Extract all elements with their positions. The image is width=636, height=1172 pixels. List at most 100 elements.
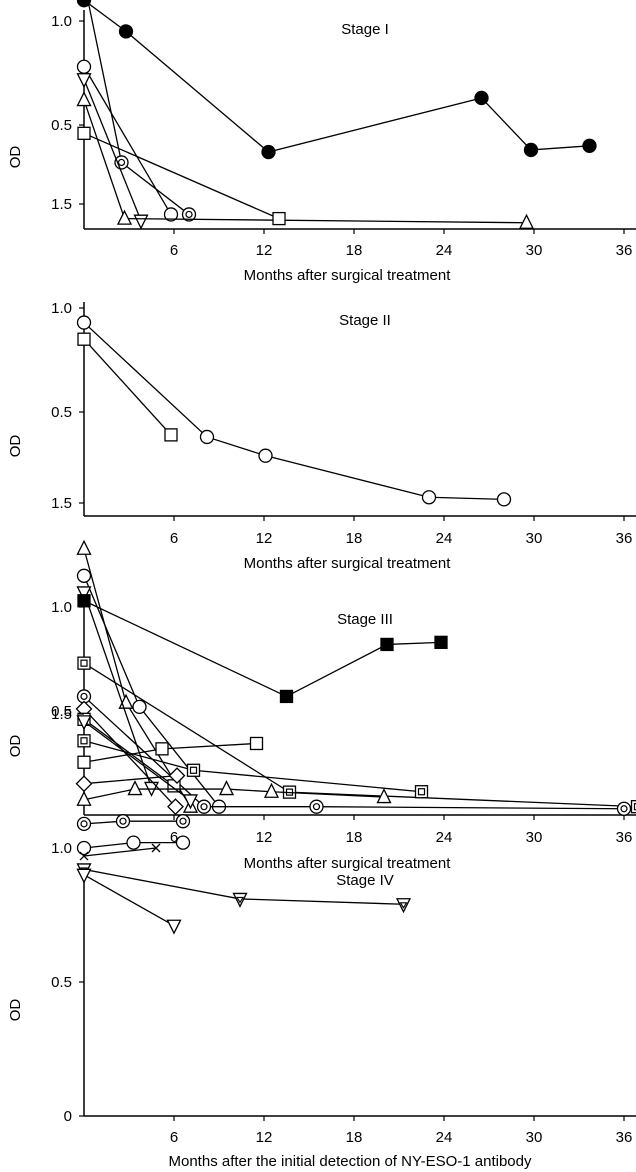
stage-iii-panel: Stage III Months after surgical treatmen… (7, 495, 636, 872)
stage-i-series-3 (76, 59, 179, 222)
stage-iv-data-point (76, 868, 92, 884)
stage-iv-data-point (76, 840, 92, 856)
stage-iv-series-2 (77, 736, 264, 769)
stage-ii-data-point (421, 490, 437, 505)
stage-ii-y-tick-label: 1.0 (51, 300, 72, 317)
stage-iv-x-tick-label: 30 (526, 1129, 543, 1146)
stage-i-series-2 (87, 0, 197, 222)
stage-i-data-point (272, 211, 286, 226)
stage-iii-data-point (76, 568, 92, 583)
stage-iv-y-axis-label: OD (7, 999, 24, 1022)
stage-iv-data-point-inner (417, 788, 426, 796)
stage-i-x-tick-label: 6 (170, 242, 178, 259)
stage-iv-data-point (249, 736, 264, 751)
stage-iv-data-point (175, 814, 191, 829)
stage-i-data-point-inner (185, 210, 193, 219)
stage-iv-panel: Stage IV Months after the initial detect… (7, 706, 636, 1170)
stage-iv-series-3 (75, 767, 186, 793)
stage-iv-data-point (232, 892, 248, 908)
stage-i-data-point (181, 207, 197, 222)
stage-iv-series-8 (76, 863, 412, 914)
stage-iii-data-point-inner (620, 805, 628, 813)
stage-iv-series-7 (79, 843, 161, 861)
stage-iii-data-point (77, 594, 91, 608)
stage-iii-x-tick-label: 30 (526, 829, 543, 846)
stage-iv-data-point (151, 843, 161, 853)
stage-ii-x-axis-label: Months after surgical treatment (244, 555, 452, 572)
stage-i-x-tick-label: 30 (526, 242, 543, 259)
stage-i-data-point (77, 126, 91, 140)
stage-iii-y-tick-label: 1.0 (51, 599, 72, 616)
stage-iv-data-point (395, 898, 412, 914)
stage-i-title: Stage I (341, 21, 389, 38)
stage-iv-data-point (263, 782, 280, 798)
stage-iii-data-point (77, 656, 91, 670)
stage-iv-data-point (168, 767, 186, 785)
stage-iv-data-point (77, 755, 91, 769)
stage-i-data-point (118, 24, 134, 39)
stage-iv-data-point (76, 816, 92, 832)
stage-iii-series-line (83, 600, 442, 698)
stage-ii-y-tick-label: 1.5 (51, 196, 72, 213)
stage-iv-data-point-inner (119, 817, 127, 825)
stage-i-panel: Stage I Months after surgical treatment … (7, 0, 636, 284)
stage-iv-data-point (79, 851, 89, 861)
stage-iv-data-point-inner (236, 896, 244, 904)
stage-ii-x-tick-label: 24 (436, 530, 453, 547)
stage-iv-y-tick-label: 0.5 (51, 974, 72, 991)
stage-iv-data-point (414, 785, 429, 799)
stage-iii-series-line (83, 548, 192, 808)
stage-i-x-tick-label: 24 (436, 242, 453, 259)
stage-iv-y-tick-label: 1.5 (51, 706, 72, 723)
stage-iv-title: Stage IV (336, 872, 394, 889)
stage-iii-x-axis-label: Months after surgical treatment (244, 855, 452, 872)
stage-ii-x-tick-label: 36 (616, 530, 633, 547)
stage-i-series-line (83, 99, 527, 224)
stage-iii-series-line (83, 662, 636, 808)
stage-i-data-point (76, 91, 92, 107)
stage-i-series-line (87, 0, 190, 215)
stage-iii-data-point (167, 798, 184, 816)
stage-i-series-line (83, 0, 590, 153)
stage-iii-data-point (616, 801, 632, 816)
stage-iii-data-point (132, 699, 147, 714)
stage-iv-x-tick-label: 36 (616, 1129, 633, 1146)
stage-iii-data-point-inner (633, 803, 636, 811)
stage-ii-data-point (496, 492, 512, 507)
stage-iv-data-point-inner (179, 817, 187, 825)
stage-iii-data-point-inner (312, 803, 321, 811)
stage-iv-data-point (126, 835, 141, 850)
stage-iv-x-tick-label: 12 (256, 1129, 273, 1146)
stage-i-series-1 (76, 0, 597, 160)
stage-iv-series-4 (76, 780, 392, 806)
stage-iii-series-9 (76, 715, 199, 810)
stage-ii-data-point (164, 428, 178, 442)
stage-iv-series-6 (76, 835, 191, 856)
stage-iv-y-tick-label: 0 (64, 1108, 72, 1125)
stage-ii-x-tick-label: 18 (346, 530, 363, 547)
stage-iv-x-tick-label: 18 (346, 1129, 363, 1146)
stage-iv-data-point-inner (399, 902, 408, 909)
stage-iv-data-point (186, 763, 201, 777)
stage-iv-data-point (218, 780, 235, 796)
stage-i-data-point-inner (117, 158, 126, 167)
stage-iv-data-point (166, 919, 182, 935)
stage-iv-y-tick-label: 1.0 (51, 840, 72, 857)
stage-iv-series-line (83, 774, 178, 785)
stage-iii-x-tick-label: 6 (170, 829, 178, 846)
stage-iv-data-point (376, 788, 392, 804)
stage-ii-series-1 (76, 315, 512, 507)
stage-i-data-point (163, 207, 179, 222)
stage-iv-data-point-inner (189, 766, 198, 774)
stage-iii-data-point (630, 800, 636, 814)
stage-iii-data-point-inner (80, 659, 88, 667)
stage-iii-data-point (279, 689, 294, 704)
stage-i-y-tick-label: 1.0 (51, 13, 72, 30)
stage-iv-x-tick-label: 24 (436, 1129, 453, 1146)
stage-iii-data-point (182, 794, 199, 810)
stage-iv-data-point (155, 742, 169, 756)
stage-i-data-point (523, 142, 539, 158)
stage-i-data-point (133, 214, 149, 230)
stage-iv-data-point-inner (80, 820, 88, 828)
stage-ii-x-tick-label: 30 (526, 530, 543, 547)
